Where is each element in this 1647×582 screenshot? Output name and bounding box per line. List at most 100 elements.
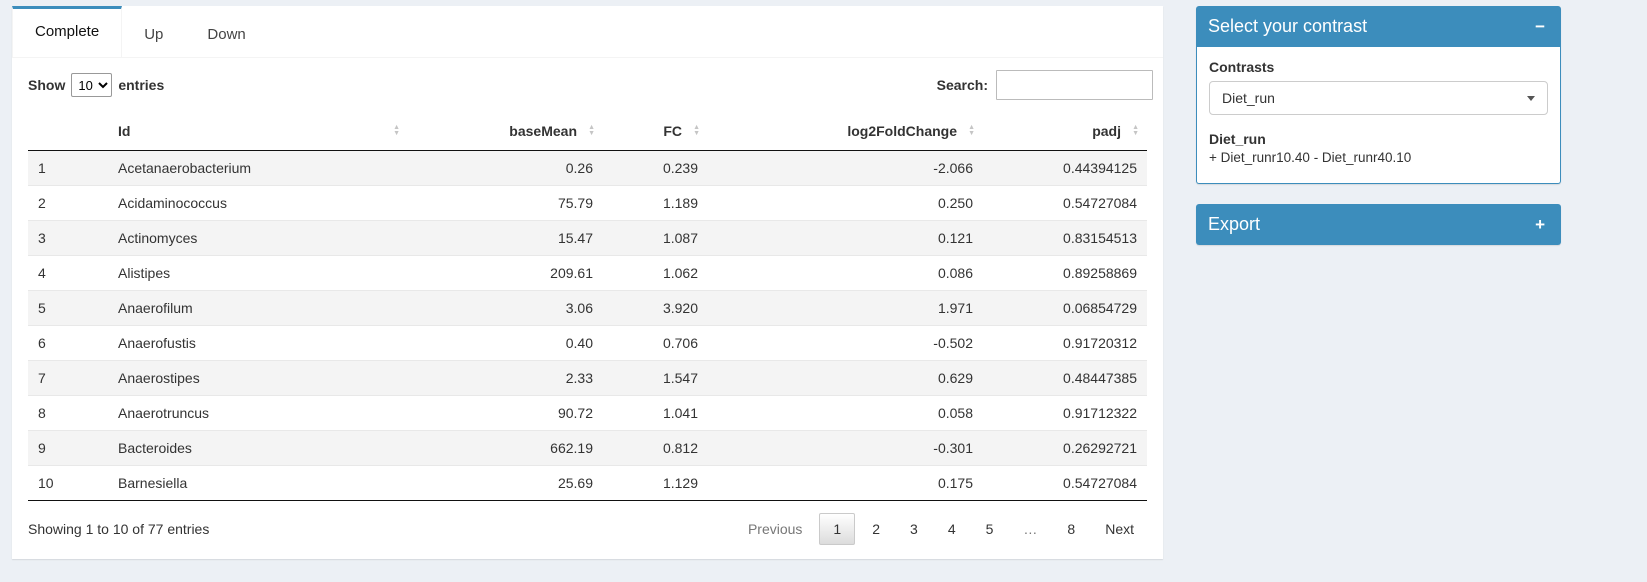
expand-icon[interactable]: + xyxy=(1531,216,1549,233)
log2foldchange-cell: 0.121 xyxy=(937,230,973,246)
log2foldchange-cell: 0.250 xyxy=(937,195,973,211)
table-row[interactable]: 10 Barnesiella 25.69 1.129 0.175 0.54727084 xyxy=(28,465,1147,501)
ellipsis-button: … xyxy=(1023,521,1038,537)
fc-cell: 0.706 xyxy=(662,335,698,351)
column-header-basemean[interactable]: baseMean ▲ ▼ xyxy=(408,112,603,151)
column-header-index xyxy=(28,112,108,151)
page-button[interactable]: 5 xyxy=(985,521,994,537)
collapse-icon[interactable]: − xyxy=(1531,18,1549,35)
sidebar: Select your contrast − Contrasts Diet_ru… xyxy=(1196,6,1561,265)
sort-icon: ▲ ▼ xyxy=(1132,124,1139,137)
log2foldchange-cell: -2.066 xyxy=(933,160,973,176)
column-header-label: Id xyxy=(118,123,131,139)
contrasts-label: Contrasts xyxy=(1209,59,1275,75)
row-index-cell: 8 xyxy=(38,405,46,421)
column-header-label: padj xyxy=(1092,123,1121,139)
row-index-cell: 1 xyxy=(38,160,46,176)
padj-cell: 0.06854729 xyxy=(1063,300,1137,316)
page-length-control: Show 10 entries xyxy=(28,73,164,97)
sort-icon: ▲ ▼ xyxy=(393,124,400,137)
column-header-label: log2FoldChange xyxy=(847,123,957,139)
tab-bar: Complete Up Down xyxy=(12,6,1163,58)
padj-cell: 0.26292721 xyxy=(1063,440,1137,456)
table-row[interactable]: 1 Acetanaerobacterium 0.26 0.239 -2.066 0.443… xyxy=(28,150,1147,186)
search-input[interactable] xyxy=(996,70,1153,100)
basemean-cell: 0.40 xyxy=(565,335,593,351)
id-cell: Acetanaerobacterium xyxy=(118,160,252,176)
row-index-cell: 5 xyxy=(38,300,46,316)
contrast-formula: + Diet_runr10.40 - Diet_runr40.10 xyxy=(1209,150,1412,165)
previous-button[interactable]: Previous xyxy=(747,521,803,537)
id-cell: Barnesiella xyxy=(118,475,188,491)
table-row[interactable]: 7 Anaerostipes 2.33 1.547 0.629 0.48447385 xyxy=(28,360,1147,396)
column-header-label: FC xyxy=(663,123,682,139)
fc-cell: 0.239 xyxy=(662,160,698,176)
basemean-cell: 3.06 xyxy=(565,300,593,316)
table-row[interactable]: 4 Alistipes 209.61 1.062 0.086 0.89258869 xyxy=(28,255,1147,291)
table-row[interactable]: 3 Actinomyces 15.47 1.087 0.121 0.83154513 xyxy=(28,220,1147,256)
basemean-cell: 0.26 xyxy=(565,160,593,176)
entries-label: entries xyxy=(118,77,165,93)
row-index-cell: 4 xyxy=(38,265,46,281)
column-header-id[interactable]: Id ▲ ▼ xyxy=(108,112,408,151)
table-row[interactable]: 6 Anaerofustis 0.40 0.706 -0.502 0.91720312 xyxy=(28,325,1147,361)
table-row[interactable]: 2 Acidaminococcus 75.79 1.189 0.250 0.5472708… xyxy=(28,185,1147,221)
row-index-cell: 10 xyxy=(38,475,54,491)
show-label: Show xyxy=(28,77,66,93)
log2foldchange-cell: 0.086 xyxy=(937,265,973,281)
column-header-padj[interactable]: padj ▲ ▼ xyxy=(983,112,1147,151)
tab-down[interactable]: Down xyxy=(207,26,246,43)
padj-cell: 0.54727084 xyxy=(1063,475,1137,491)
id-cell: Anaerofustis xyxy=(118,335,196,351)
page-button[interactable]: 2 xyxy=(872,521,881,537)
sort-icon: ▲ ▼ xyxy=(968,124,975,137)
padj-cell: 0.44394125 xyxy=(1063,160,1137,176)
contrast-box: Select your contrast − Contrasts Diet_ru… xyxy=(1196,6,1561,184)
fc-cell: 1.041 xyxy=(662,405,698,421)
row-index-cell: 2 xyxy=(38,195,46,211)
column-header-fc[interactable]: FC ▲ ▼ xyxy=(603,112,708,151)
page-button[interactable]: 8 xyxy=(1067,521,1076,537)
search-label: Search: xyxy=(936,77,988,93)
basemean-cell: 662.19 xyxy=(550,440,593,456)
column-header-log2foldchange[interactable]: log2FoldChange ▲ ▼ xyxy=(708,112,983,151)
fc-cell: 1.189 xyxy=(662,195,698,211)
id-cell: Anaerostipes xyxy=(118,370,200,386)
table-row[interactable]: 5 Anaerofilum 3.06 3.920 1.971 0.06854729 xyxy=(28,290,1147,326)
log2foldchange-cell: 0.629 xyxy=(937,370,973,386)
fc-cell: 1.129 xyxy=(662,475,698,491)
table-row[interactable]: 9 Bacteroides 662.19 0.812 -0.301 0.26292721 xyxy=(28,430,1147,466)
contrast-box-title: Select your contrast xyxy=(1208,16,1368,36)
basemean-cell: 209.61 xyxy=(550,265,593,281)
page-button[interactable]: 3 xyxy=(910,521,918,537)
table-footer: Showing 1 to 10 of 77 entries Previous 1 2… xyxy=(12,501,1163,559)
table-row[interactable]: 8 Anaerotruncus 90.72 1.041 0.058 0.91712322 xyxy=(28,395,1147,431)
fc-cell: 1.087 xyxy=(662,230,698,246)
fc-cell: 0.812 xyxy=(662,440,698,456)
results-table: Id ▲ ▼ baseMean ▲ ▼ FC ▲ ▼ xyxy=(28,112,1147,501)
basemean-cell: 15.47 xyxy=(557,230,593,246)
next-button[interactable]: Next xyxy=(1105,521,1134,537)
page: Complete Up Down Show 10 entries Search: xyxy=(12,6,1561,559)
id-cell: Alistipes xyxy=(118,265,171,281)
row-index-cell: 3 xyxy=(38,230,46,246)
log2foldchange-cell: 0.058 xyxy=(937,405,973,421)
tab-up[interactable]: Up xyxy=(144,26,164,43)
basemean-cell: 2.33 xyxy=(565,370,593,386)
basemean-cell: 25.69 xyxy=(557,475,593,491)
sort-icon: ▲ ▼ xyxy=(693,124,700,137)
padj-cell: 0.83154513 xyxy=(1063,230,1137,246)
page-button[interactable]: 4 xyxy=(947,521,956,537)
contrast-name: Diet_run xyxy=(1209,131,1266,147)
page-button[interactable]: 1 xyxy=(819,513,856,545)
pagination: Previous 1 2 3 4 5 … 8 Next xyxy=(731,513,1147,545)
contrasts-select[interactable]: Diet_run xyxy=(1209,81,1548,115)
table-controls: Show 10 entries Search: xyxy=(12,58,1163,110)
fc-cell: 1.062 xyxy=(662,265,698,281)
table-info: Showing 1 to 10 of 77 entries xyxy=(28,521,210,537)
page-length-select[interactable]: 10 xyxy=(71,73,113,97)
padj-cell: 0.54727084 xyxy=(1063,195,1137,211)
padj-cell: 0.91720312 xyxy=(1063,335,1137,351)
contrast-box-body: Contrasts Diet_run Diet_run + Diet_runr1… xyxy=(1196,47,1561,184)
tab-complete[interactable]: Complete xyxy=(12,6,123,57)
